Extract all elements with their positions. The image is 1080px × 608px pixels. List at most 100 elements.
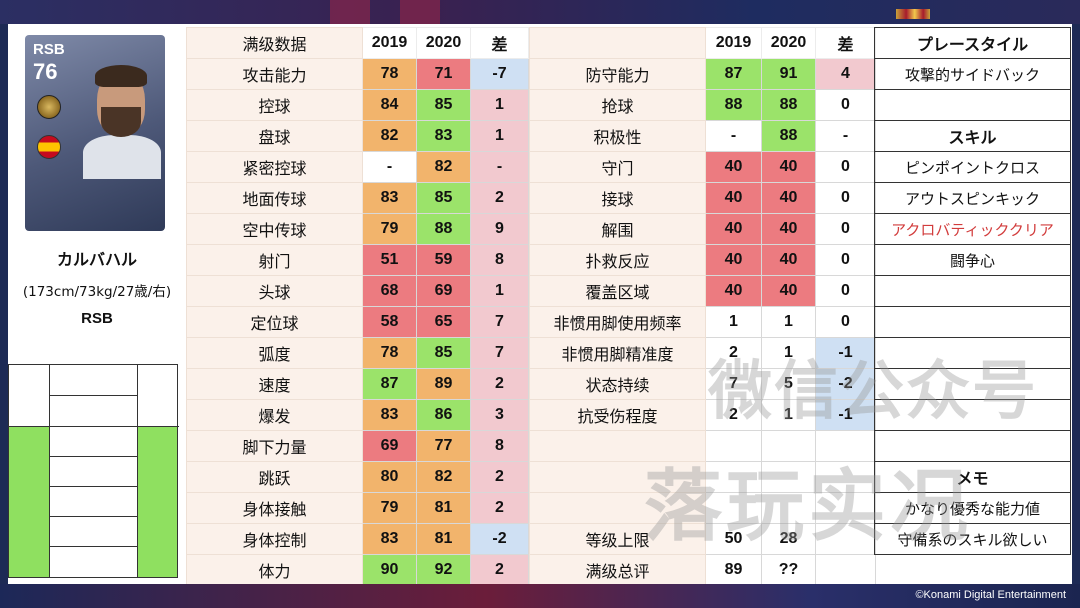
header-2020: 2020: [416, 27, 471, 59]
value-2020: 59: [416, 244, 471, 276]
stat-label: 紧密控球: [186, 151, 363, 183]
stat-label: 空中传球: [186, 213, 363, 245]
info-section-heading: スキル: [874, 120, 1071, 152]
value-diff: 3: [470, 399, 529, 431]
player-position: RSB: [81, 310, 113, 327]
value-diff: [815, 554, 876, 586]
defense-stats-table: 2019 2020 差防守能力 87 91 4 抢球 88 88 0 积极性 -88- 守门 40 40 0 接…: [529, 27, 876, 586]
table-row: 抗受伤程度 2 1 -1: [529, 399, 876, 431]
table-row: 状态持续 7 5 -2: [529, 368, 876, 400]
stat-label: 定位球: [186, 306, 363, 338]
table-row: 射门 51 59 8: [186, 244, 529, 276]
player-portrait: [83, 65, 161, 179]
value-diff: 2: [470, 492, 529, 524]
value-2019: 82: [362, 120, 417, 152]
value-2020: 88: [761, 120, 816, 152]
stat-label: 跳跃: [186, 461, 363, 493]
stat-label: 速度: [186, 368, 363, 400]
value-2020: ??: [761, 554, 816, 586]
stat-label: 接球: [529, 182, 706, 214]
table-row: 扑救反应 40 40 0: [529, 244, 876, 276]
value-2020: 85: [416, 182, 471, 214]
value-2020: 40: [761, 182, 816, 214]
value-2020: 83: [416, 120, 471, 152]
value-2019: 40: [705, 182, 762, 214]
table-row: 守门 40 40 0: [529, 151, 876, 183]
table-row: 体力 90 92 2: [186, 554, 529, 586]
value-diff: 1: [470, 120, 529, 152]
stat-label: 覆盖区域: [529, 275, 706, 307]
stat-label: 攻击能力: [186, 58, 363, 90]
table-row: 满级总评 89??: [529, 554, 876, 586]
value-diff: -: [815, 120, 876, 152]
value-diff: 0: [815, 213, 876, 245]
value-2020: 5: [761, 368, 816, 400]
value-2020: 40: [761, 213, 816, 245]
value-2019: -: [362, 151, 417, 183]
header-2019: 2019: [362, 27, 417, 59]
value-2019: 83: [362, 523, 417, 555]
info-row: [874, 430, 1071, 462]
stat-label: 头球: [186, 275, 363, 307]
club-crest-icon: [896, 9, 930, 19]
value-diff: 0: [815, 275, 876, 307]
stat-label: 控球: [186, 89, 363, 121]
stat-label: 非惯用脚精准度: [529, 337, 706, 369]
stat-label: 扑救反应: [529, 244, 706, 276]
top-banner: [0, 0, 1080, 24]
table-row: 脚下力量 69 77 8: [186, 430, 529, 462]
table-row: 积极性 -88-: [529, 120, 876, 152]
value-2020: 77: [416, 430, 471, 462]
info-entry: [874, 337, 1071, 369]
value-2020: 28: [761, 523, 816, 555]
info-entry: [874, 399, 1071, 431]
value-2020: [761, 492, 816, 524]
value-2019: 84: [362, 89, 417, 121]
spain-flag-icon: [37, 135, 61, 159]
bottom-banner: [0, 584, 1080, 608]
value-2020: 85: [416, 89, 471, 121]
value-2020: 40: [761, 275, 816, 307]
stat-label: 体力: [186, 554, 363, 586]
value-2019: 83: [362, 182, 417, 214]
value-diff: -7: [470, 58, 529, 90]
value-diff: 8: [470, 244, 529, 276]
value-2020: 65: [416, 306, 471, 338]
value-2020: 88: [761, 89, 816, 121]
info-row: 闘争心: [874, 244, 1071, 276]
value-2020: 1: [761, 337, 816, 369]
position-grid: [8, 364, 179, 578]
player-card[interactable]: RSB 76: [25, 35, 165, 231]
value-diff: 0: [815, 306, 876, 338]
table-row: 地面传球 83 85 2: [186, 182, 529, 214]
value-2020: 40: [761, 244, 816, 276]
value-2020: 1: [761, 306, 816, 338]
value-2019: 2: [705, 399, 762, 431]
info-row: スキル: [874, 120, 1071, 152]
stat-label: 解围: [529, 213, 706, 245]
value-2019: 40: [705, 213, 762, 245]
info-entry: 攻撃的サイドバック: [874, 58, 1071, 90]
attack-stats-table: 满级数据 2019 2020 差攻击能力 78 71 -7 控球 84 85 1 盘球 82 83 1 紧密控…: [186, 27, 529, 586]
info-row: [874, 399, 1071, 431]
value-diff: 2: [470, 368, 529, 400]
value-2019: -: [705, 120, 762, 152]
stat-label: 弧度: [186, 337, 363, 369]
table-row: 非惯用脚精准度 2 1 -1: [529, 337, 876, 369]
table-row: 控球 84 85 1: [186, 89, 529, 121]
value-2020: 81: [416, 492, 471, 524]
info-row: [874, 368, 1071, 400]
value-2019: [705, 430, 762, 462]
header-label: [529, 27, 706, 59]
value-2019: 40: [705, 151, 762, 183]
table-row: 爆发 83 86 3: [186, 399, 529, 431]
value-2020: 89: [416, 368, 471, 400]
table-row: 紧密控球 -82-: [186, 151, 529, 183]
value-2020: 86: [416, 399, 471, 431]
value-2019: 88: [705, 89, 762, 121]
value-diff: 7: [470, 337, 529, 369]
table-row: 身体接触 79 81 2: [186, 492, 529, 524]
info-row: 守備系のスキル欲しい: [874, 523, 1071, 555]
value-2020: 69: [416, 275, 471, 307]
info-entry: 闘争心: [874, 244, 1071, 276]
